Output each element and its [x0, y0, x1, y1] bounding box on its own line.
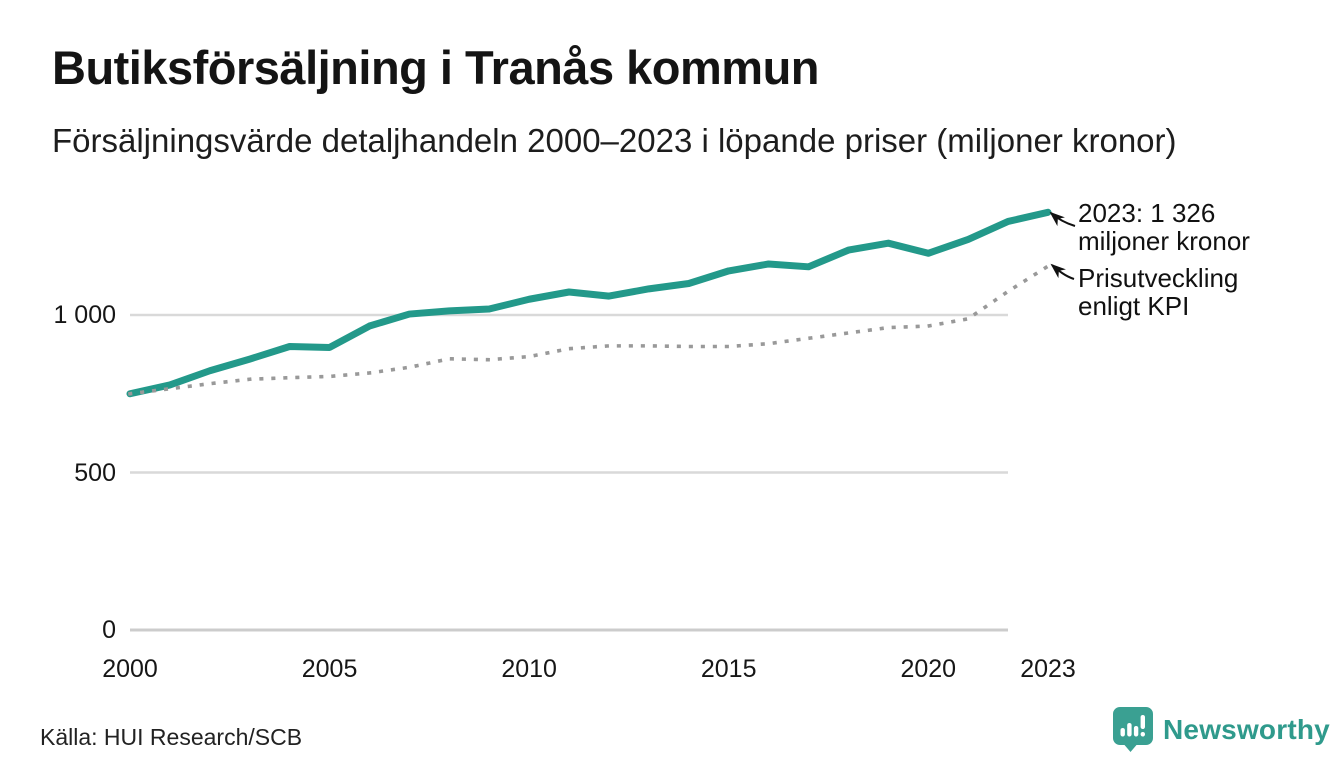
series-group — [126, 208, 1052, 398]
arrow-to-sales-line — [1049, 211, 1076, 227]
arrow-to-kpi-line — [1050, 263, 1075, 280]
newsworthy-logo: Newsworthy — [1112, 706, 1330, 753]
x-tick-label: 2000 — [102, 655, 158, 683]
chart-title: Butiksförsäljning i Tranås kommun — [52, 41, 820, 94]
newsworthy-logo-icon — [1113, 707, 1153, 752]
x-tick-label: 2005 — [301, 655, 358, 683]
x-tick-label: 2010 — [501, 655, 557, 683]
annotation-arrows — [1049, 211, 1076, 280]
annotation-kpi: Prisutveckling enligt KPI — [1078, 263, 1239, 321]
y-tick-label: 0 — [102, 616, 116, 644]
x-tick-label: 2023 — [1020, 655, 1076, 683]
chart-subtitle: Försäljningsvärde detaljhandeln 2000–202… — [52, 122, 1177, 159]
y-tick-label: 1 000 — [53, 301, 116, 329]
annotation-sales-2023: 2023: 1 326 miljoner kronor — [1078, 198, 1250, 256]
x-tick-label: 2020 — [900, 655, 957, 683]
series-kpi-dotted-line — [127, 263, 1051, 396]
source-text: Källa: HUI Research/SCB — [40, 724, 303, 750]
y-tick-label: 500 — [74, 458, 116, 487]
x-tick-label: 2015 — [700, 655, 757, 683]
series-sales-line — [126, 208, 1052, 398]
newsworthy-logo-text: Newsworthy — [1163, 713, 1330, 745]
